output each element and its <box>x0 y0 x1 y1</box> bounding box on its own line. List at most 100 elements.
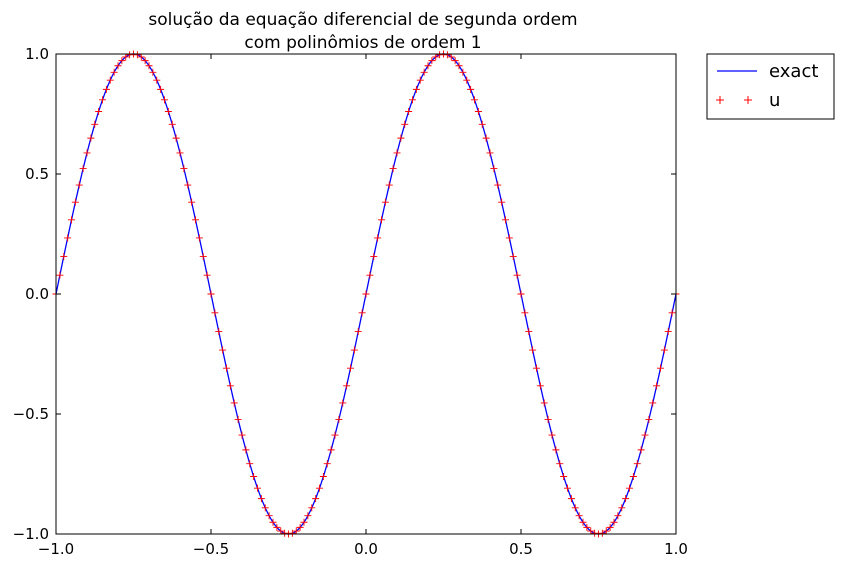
series-u-point <box>114 62 122 70</box>
series-u-point <box>176 149 184 157</box>
series-u-point <box>122 53 130 61</box>
series-u-point <box>529 346 537 354</box>
series-u-point <box>354 328 362 336</box>
series-u-point <box>257 495 265 503</box>
series-u-point <box>246 460 254 468</box>
series-u-point <box>64 234 72 242</box>
series-u-point <box>397 134 405 142</box>
series-u-point <box>463 76 471 84</box>
series-u-point <box>300 518 308 526</box>
series-u-point <box>234 415 242 423</box>
series-u-point <box>157 85 165 93</box>
series-u-point <box>657 364 664 372</box>
series-u-point <box>331 431 339 439</box>
series-u-point <box>409 96 416 104</box>
series-u-point <box>358 309 366 317</box>
chart-title-line-2: com polinômios de ordem 1 <box>244 33 481 53</box>
series-u-point <box>614 512 622 520</box>
series-u-point <box>405 108 413 116</box>
series-u-point <box>424 62 432 70</box>
series-u-point <box>153 76 161 84</box>
series-u-point <box>641 431 649 439</box>
series-u-point <box>513 271 521 279</box>
series-u-point <box>556 460 564 468</box>
series-u-point <box>471 96 478 104</box>
series-u-point <box>455 62 463 70</box>
series-u-point <box>505 234 513 242</box>
series-u-point <box>203 271 211 279</box>
series-u-point <box>660 346 668 354</box>
series-u-point <box>447 53 455 61</box>
series-u-point <box>587 527 595 535</box>
series-u-point <box>502 216 509 224</box>
series-u-point <box>645 415 653 423</box>
series-u-point <box>133 51 141 59</box>
series-layer <box>52 50 680 538</box>
series-u-point <box>618 504 626 512</box>
series-u-point <box>265 512 273 520</box>
x-tick-label: 0.5 <box>509 540 533 558</box>
y-tick-label: 0.5 <box>25 165 49 183</box>
x-tick-label: 0.0 <box>354 540 378 558</box>
series-u-point <box>432 53 440 61</box>
y-tick-label: −1.0 <box>13 525 49 543</box>
series-u-point <box>281 529 289 537</box>
series-u-point <box>71 198 79 206</box>
series-u-point <box>141 57 149 65</box>
series-u-point <box>412 85 420 93</box>
series-u-point <box>610 518 618 526</box>
series-u-point <box>633 460 641 468</box>
series-u-point <box>192 216 199 224</box>
legend: exact u <box>706 53 835 120</box>
series-u-point <box>56 271 64 279</box>
series-u-point <box>536 382 544 390</box>
series-u-point <box>591 529 599 537</box>
series-u-point <box>626 484 633 492</box>
series-u-point <box>649 399 657 407</box>
series-u-point <box>521 309 529 317</box>
x-tick-label: −0.5 <box>193 540 229 558</box>
series-u-point <box>296 523 304 531</box>
series-u-point <box>362 290 370 298</box>
series-u-point <box>180 165 188 173</box>
legend-u-label: u <box>769 90 780 111</box>
series-u-point <box>428 57 436 65</box>
series-u-point <box>637 446 645 454</box>
series-u-point <box>95 108 103 116</box>
series-u-point <box>83 149 91 157</box>
series-u-point <box>91 120 99 128</box>
series-u-point <box>548 431 556 439</box>
y-tick-label: 1.0 <box>25 45 49 63</box>
series-u-point <box>653 382 661 390</box>
series-u-point <box>106 76 114 84</box>
series-u-point <box>552 446 560 454</box>
series-u-point <box>443 51 451 59</box>
series-u-point <box>343 382 351 390</box>
series-u-point <box>195 234 203 242</box>
series-u-point <box>102 85 110 93</box>
series-u-point <box>316 484 323 492</box>
series-u-point <box>389 165 397 173</box>
series-u-point <box>199 252 207 260</box>
series-u-point <box>327 446 335 454</box>
series-u-point <box>381 198 389 206</box>
series-u-point <box>486 149 494 157</box>
series-u-point <box>451 57 459 65</box>
series-u-point <box>606 523 614 531</box>
series-u-point <box>498 198 506 206</box>
series-u-point <box>288 529 296 537</box>
series-u-point <box>261 504 269 512</box>
legend-u-plus <box>744 96 752 104</box>
series-u-point <box>544 415 552 423</box>
series-u-point <box>188 198 196 206</box>
series-u-point <box>242 446 250 454</box>
series-u-point <box>366 271 374 279</box>
series-u-point <box>79 165 87 173</box>
series-u-point <box>149 68 157 76</box>
x-tick-label: −1.0 <box>38 540 74 558</box>
series-u-point <box>575 512 583 520</box>
series-u-point <box>509 252 517 260</box>
series-u-point <box>374 234 382 242</box>
series-u-point <box>319 472 327 480</box>
